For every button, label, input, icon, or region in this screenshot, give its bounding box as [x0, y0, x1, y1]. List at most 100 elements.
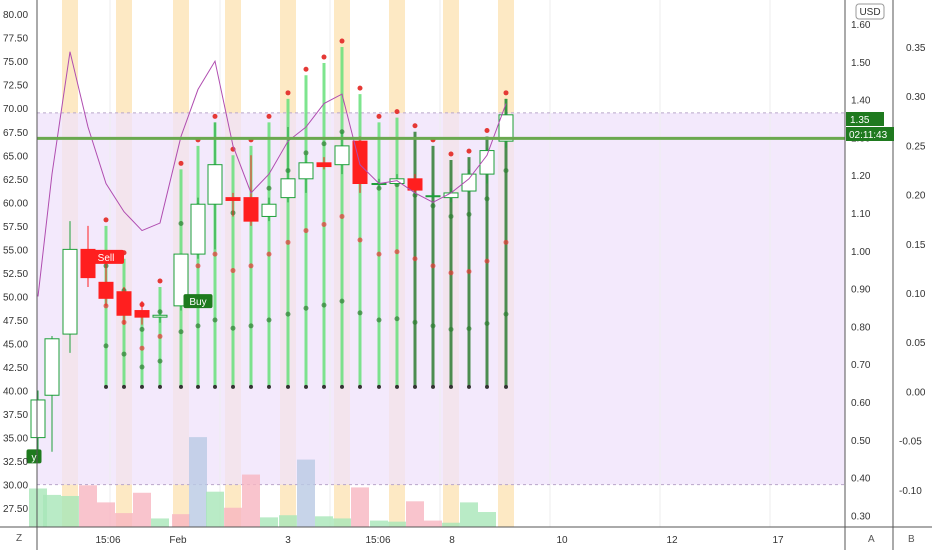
y-mid-tick: 0.60 [851, 398, 871, 409]
signal-dot [157, 358, 163, 364]
signal-dot [285, 311, 291, 317]
spike-base [196, 384, 200, 389]
candle-body [280, 178, 296, 199]
y-left-tick: 60.00 [3, 198, 28, 209]
candle-body [352, 140, 368, 185]
signal-dot [484, 258, 490, 264]
candle-body [98, 281, 114, 299]
volume-bar [224, 507, 242, 527]
price-tag-value: 1.35 [850, 115, 870, 126]
y-left-tick: 35.00 [3, 434, 28, 445]
signal-dot [178, 160, 184, 166]
spike-base [231, 384, 235, 389]
volume-bar [206, 491, 224, 527]
volume-bar [29, 488, 47, 527]
signal-badge [26, 449, 42, 464]
spike-base [358, 384, 362, 389]
volume-bar [115, 513, 133, 527]
signal-dot [178, 329, 184, 335]
spike-base [179, 384, 183, 389]
candle-body [334, 145, 350, 166]
y-mid-tick: 1.60 [851, 20, 871, 31]
spike-base [504, 384, 508, 389]
y-left-tick: 72.50 [3, 81, 28, 92]
candle-body [173, 253, 189, 307]
signal-label: Sell [98, 253, 115, 264]
signal-dot [503, 311, 509, 317]
signal-dot [285, 90, 291, 96]
spike-base [431, 384, 435, 389]
volume-bar [333, 518, 351, 527]
y-left-tick: 55.00 [3, 245, 28, 256]
signal-dot [448, 151, 454, 157]
y-left-tick: 70.00 [3, 104, 28, 115]
signal-dot [339, 38, 345, 44]
signal-dot [466, 148, 472, 154]
y-mid-tick: 0.80 [851, 322, 871, 333]
y-left-tick: 75.00 [3, 57, 28, 68]
signal-dot [139, 326, 145, 332]
signal-dot [139, 345, 145, 351]
signal-dot [339, 213, 345, 219]
signal-dot [394, 109, 400, 115]
signal-dot [303, 66, 309, 72]
volume-bar [424, 520, 442, 527]
signal-dot [484, 127, 490, 133]
countdown-value: 02:11:43 [849, 130, 888, 141]
volume-bar [79, 485, 97, 527]
log-scale-button[interactable]: B [908, 534, 915, 545]
zoom-button[interactable]: Z [16, 533, 22, 544]
x-tick: 15:06 [365, 535, 390, 546]
candle-body [425, 195, 441, 198]
y-right-tick: 0.35 [906, 43, 926, 54]
candle-body [44, 338, 60, 396]
candle-body [134, 310, 150, 318]
spike-base [322, 384, 326, 389]
candle-body [243, 197, 259, 222]
candle-body [461, 173, 477, 192]
spike-base [304, 384, 308, 389]
x-tick: 15:06 [95, 535, 120, 546]
signal-dot [430, 203, 436, 209]
signal-dot [157, 333, 163, 339]
y-left-tick: 27.50 [3, 504, 28, 515]
spike-base [286, 384, 290, 389]
y-mid-tick: 0.70 [851, 360, 871, 371]
spike-base [140, 384, 144, 389]
y-right-tick: -0.05 [899, 437, 922, 448]
volume-bar [189, 437, 207, 527]
signal-dot [157, 278, 163, 284]
volume-bars [29, 437, 496, 527]
volume-bar [460, 502, 478, 527]
y-mid-tick: 1.50 [851, 58, 871, 69]
y-right-tick: 0.25 [906, 141, 926, 152]
candle-body [298, 162, 314, 180]
signal-dot [412, 123, 418, 129]
signal-dot [448, 326, 454, 332]
signal-dot [339, 298, 345, 304]
signal-dot [484, 320, 490, 326]
spike-base [377, 384, 381, 389]
signal-dot [266, 251, 272, 257]
x-tick: Feb [169, 535, 187, 546]
volume-bar [151, 518, 169, 527]
usd-badge[interactable]: USD [855, 3, 885, 20]
candle-body [30, 399, 46, 439]
y-left-tick: 57.50 [3, 222, 28, 233]
spike-base [122, 384, 126, 389]
signal-dot [466, 211, 472, 217]
signal-dot [103, 343, 109, 349]
candle-body [152, 314, 168, 318]
signal-dot [448, 270, 454, 276]
volume-bar [260, 517, 278, 527]
candle-body [225, 197, 241, 201]
signal-dot [212, 251, 218, 257]
y-left-tick: 30.00 [3, 481, 28, 492]
auto-scale-button[interactable]: A [868, 534, 875, 545]
signal-dot [412, 256, 418, 262]
y-left-tick: 80.00 [3, 10, 28, 21]
spike-base [467, 384, 471, 389]
signal-dot [412, 319, 418, 325]
